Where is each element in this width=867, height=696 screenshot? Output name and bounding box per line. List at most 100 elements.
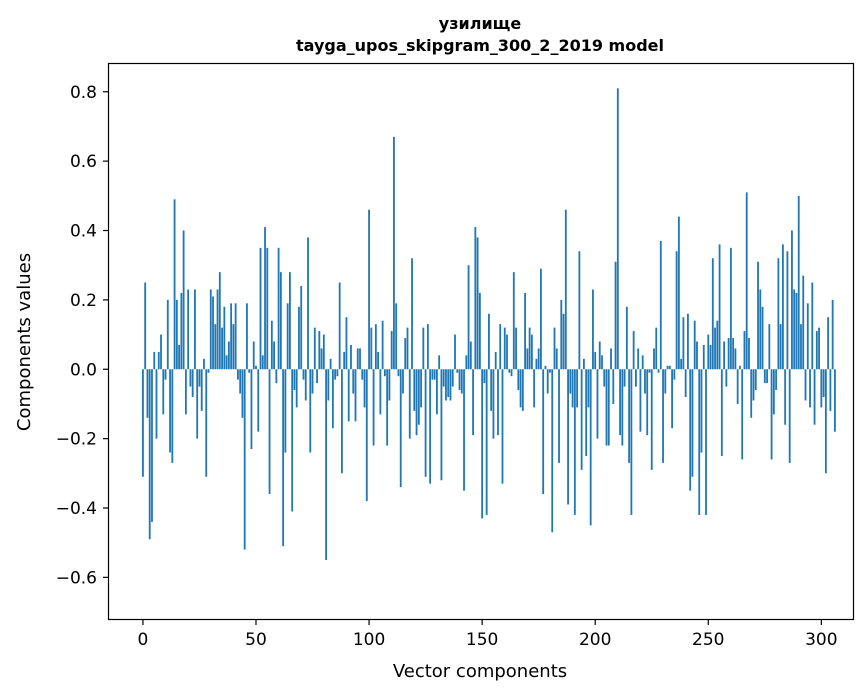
bar-305 bbox=[831, 299, 834, 370]
bar-211 bbox=[619, 369, 621, 436]
bar-1 bbox=[144, 282, 147, 370]
bar-71 bbox=[302, 369, 305, 380]
bar-251 bbox=[709, 344, 712, 370]
bar-27 bbox=[203, 358, 205, 370]
bar-140 bbox=[458, 369, 461, 391]
bar-126 bbox=[426, 324, 429, 370]
bar-299 bbox=[818, 327, 820, 370]
bar-141 bbox=[460, 369, 463, 394]
bar-81 bbox=[325, 369, 327, 561]
bar-43 bbox=[239, 369, 242, 394]
bar-15 bbox=[175, 299, 178, 370]
bar-189 bbox=[569, 369, 572, 394]
bar-102 bbox=[372, 369, 375, 446]
x-tick-label: 300 bbox=[805, 630, 837, 650]
bar-127 bbox=[429, 369, 432, 484]
bar-48 bbox=[250, 369, 253, 450]
bar-259 bbox=[727, 338, 730, 370]
bar-240 bbox=[684, 369, 687, 397]
bar-101 bbox=[370, 327, 373, 370]
bar-72 bbox=[304, 369, 307, 401]
bar-255 bbox=[718, 244, 721, 370]
x-tick-label: 100 bbox=[353, 630, 385, 650]
bar-213 bbox=[623, 369, 626, 387]
bar-49 bbox=[252, 341, 255, 370]
bar-34 bbox=[218, 272, 221, 370]
bar-9 bbox=[162, 369, 165, 415]
bar-3 bbox=[148, 369, 151, 540]
bar-268 bbox=[748, 338, 750, 370]
bar-186 bbox=[562, 313, 565, 370]
bar-111 bbox=[393, 136, 395, 370]
bar-107 bbox=[383, 369, 386, 377]
bar-173 bbox=[533, 369, 536, 408]
bar-112 bbox=[395, 303, 398, 370]
bar-62 bbox=[282, 369, 285, 547]
bar-165 bbox=[515, 327, 517, 370]
y-axis-ticks: −0.6 −0.4 −0.2 0.0 0.2 0.4 0.6 0.8 bbox=[56, 83, 109, 588]
bar-44 bbox=[241, 369, 244, 418]
bar-149 bbox=[478, 292, 481, 370]
bar-117 bbox=[406, 327, 409, 370]
bar-269 bbox=[750, 369, 753, 418]
bar-25 bbox=[198, 369, 201, 387]
bar-226 bbox=[653, 348, 655, 370]
bar-132 bbox=[440, 369, 443, 481]
bar-190 bbox=[571, 369, 574, 408]
bar-212 bbox=[621, 369, 624, 446]
bar-294 bbox=[806, 303, 809, 370]
bar-30 bbox=[209, 289, 212, 370]
x-tick-label: 150 bbox=[466, 630, 498, 650]
bar-58 bbox=[273, 341, 275, 370]
bar-11 bbox=[166, 299, 169, 370]
bar-109 bbox=[388, 369, 391, 401]
bar-22 bbox=[191, 369, 194, 397]
bar-163 bbox=[510, 369, 513, 377]
bar-85 bbox=[334, 369, 337, 380]
bar-200 bbox=[594, 351, 597, 370]
bar-201 bbox=[596, 369, 599, 439]
bar-52 bbox=[259, 247, 262, 370]
bar-158 bbox=[499, 324, 502, 370]
bar-175 bbox=[537, 348, 540, 370]
bar-183 bbox=[555, 348, 558, 370]
bar-6 bbox=[155, 369, 158, 439]
bar-210 bbox=[616, 88, 619, 370]
bar-236 bbox=[675, 251, 678, 370]
bar-235 bbox=[673, 369, 676, 380]
bar-98 bbox=[363, 369, 366, 408]
bar-155 bbox=[492, 369, 495, 439]
bar-68 bbox=[295, 369, 298, 408]
bar-202 bbox=[598, 341, 601, 370]
bar-246 bbox=[698, 369, 701, 515]
bar-133 bbox=[442, 369, 445, 387]
bar-137 bbox=[451, 369, 454, 387]
bar-29 bbox=[207, 369, 210, 373]
bar-272 bbox=[757, 261, 759, 370]
bar-26 bbox=[200, 369, 203, 411]
bar-264 bbox=[739, 365, 741, 370]
bar-17 bbox=[180, 292, 183, 370]
bar-128 bbox=[431, 369, 434, 380]
bar-147 bbox=[474, 227, 477, 370]
bar-245 bbox=[696, 341, 698, 370]
bar-92 bbox=[350, 344, 352, 370]
bar-86 bbox=[336, 369, 339, 377]
bar-193 bbox=[578, 251, 581, 370]
bar-177 bbox=[542, 369, 545, 495]
bar-254 bbox=[716, 320, 719, 370]
bar-291 bbox=[800, 324, 802, 370]
bar-195 bbox=[582, 358, 585, 370]
bar-40 bbox=[232, 324, 235, 370]
bar-13 bbox=[171, 369, 174, 463]
bar-287 bbox=[791, 230, 793, 370]
bar-171 bbox=[528, 327, 531, 370]
bar-87 bbox=[338, 282, 341, 370]
bar-139 bbox=[456, 369, 459, 373]
bar-55 bbox=[266, 247, 269, 370]
bar-130 bbox=[436, 369, 438, 415]
chart-title-line2: tayga_upos_skipgram_300_2_2019 model bbox=[296, 36, 664, 55]
bar-12 bbox=[169, 369, 171, 453]
bar-273 bbox=[759, 289, 762, 370]
